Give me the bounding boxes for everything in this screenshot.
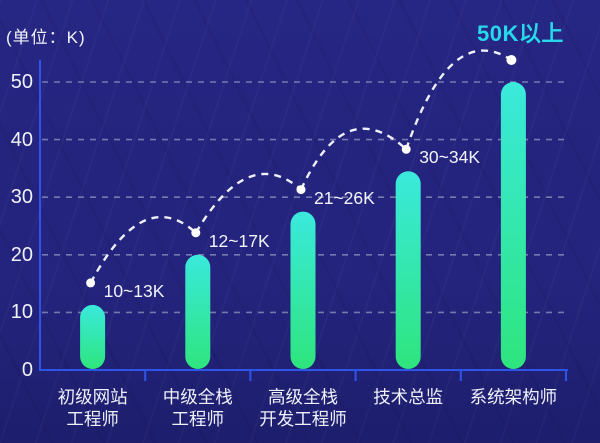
salary-range-label-highlight: 50K以上 [477,21,564,46]
salary-bar [395,171,421,369]
trend-point [296,185,306,195]
salary-range-label: 10~13K [103,280,165,301]
salary-bar [185,254,211,369]
unit-label: (单位：K) [6,28,86,47]
salary-bar [290,211,316,369]
category-label: 高级全栈 开发工程师 [259,387,347,429]
trend-arc [405,49,513,150]
trend-point [506,55,517,65]
category-label: 中级全栈 工程师 [162,387,233,429]
y-axis-tick-label: 0 [21,359,33,381]
category-label: 初级网站 工程师 [57,387,128,429]
y-axis-tick-label: 10 [10,301,33,324]
trend-arc [194,172,302,234]
salary-bar [80,304,106,369]
trend-arc [89,215,197,284]
y-axis-tick-label: 50 [10,71,33,93]
y-axis-tick-label: 20 [10,243,33,266]
y-axis-tick-label: 30 [10,186,33,209]
category-label: 技术总监 [373,387,444,407]
salary-bar [500,82,526,369]
salary-range-label: 21~26K [314,187,375,208]
trend-point [401,144,411,154]
category-label: 系统架构师 [469,387,558,407]
salary-range-label: 12~17K [208,230,270,251]
trend-arc [299,127,408,191]
salary-range-label: 30~34K [419,147,481,168]
y-axis-tick-label: 40 [10,128,33,151]
trend-point [86,278,96,288]
trend-point [191,228,201,238]
